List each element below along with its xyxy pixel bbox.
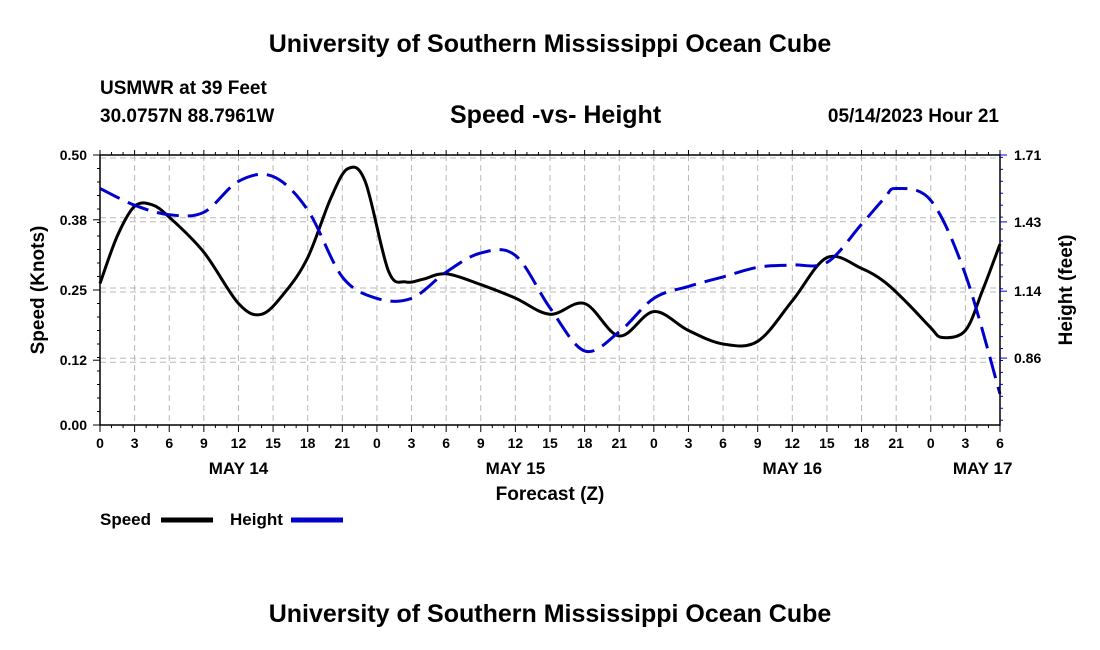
axes: 0 3 6 9 12 15 18 21 0 3 6 9 12 15 18 21 0 3 6 9 12 15 18 21 0 3 6 M… — [60, 147, 1042, 478]
x-tick-label: 9 — [200, 435, 208, 451]
y2-tick-label: 1.43 — [1014, 214, 1041, 230]
day-label: MAY 16 — [763, 459, 823, 478]
x-tick-label: 18 — [300, 435, 316, 451]
y-tick-label: 0.00 — [60, 417, 87, 433]
x-tick-label: 15 — [265, 435, 281, 451]
x-tick-label: 6 — [442, 435, 450, 451]
grid — [100, 155, 1000, 425]
x-tick-label: 15 — [542, 435, 558, 451]
main-title: University of Southern Mississippi Ocean… — [268, 30, 832, 58]
x-tick-label: 6 — [719, 435, 727, 451]
y2-tick-label: 1.14 — [1014, 283, 1041, 299]
footer-title: University of Southern Mississippi Ocean… — [268, 600, 832, 628]
x-tick-label: 0 — [927, 435, 935, 451]
x-tick-label: 0 — [650, 435, 658, 451]
x-tick-label: 0 — [373, 435, 381, 451]
x-tick-label: 21 — [611, 435, 627, 451]
x-tick-label: 6 — [996, 435, 1004, 451]
series-line-speed — [98, 165, 1002, 348]
y-tick-label: 0.12 — [60, 352, 87, 368]
chart-subtitle: Speed -vs- Height — [450, 101, 662, 129]
x-tick-label: 21 — [335, 435, 351, 451]
x-axis-title: Forecast (Z) — [496, 484, 605, 505]
x-tick-label: 12 — [508, 435, 524, 451]
station-name: USMWR at 39 Feet — [100, 78, 267, 99]
y2-tick-label: 1.71 — [1014, 147, 1041, 163]
y2-tick-label: 0.86 — [1014, 350, 1041, 366]
x-tick-label: 18 — [854, 435, 870, 451]
x-tick-label: 3 — [408, 435, 416, 451]
y-axis-title: Speed (Knots) — [28, 226, 49, 355]
series-line-height — [99, 172, 1002, 395]
x-tick-label: 12 — [231, 435, 247, 451]
x-tick-label: 15 — [819, 435, 835, 451]
x-tick-label: 3 — [131, 435, 139, 451]
forecast-datetime: 05/14/2023 Hour 21 — [827, 106, 999, 127]
x-tick-label: 0 — [96, 435, 104, 451]
y2-axis-title: Height (feet) — [1056, 235, 1077, 346]
y-tick-label: 0.50 — [60, 147, 87, 163]
x-tick-label: 21 — [888, 435, 904, 451]
x-tick-label: 9 — [754, 435, 762, 451]
y-tick-label: 0.25 — [60, 282, 87, 298]
x-tick-label: 12 — [785, 435, 801, 451]
station-coordinates: 30.0757N 88.7961W — [100, 106, 275, 127]
y-tick-label: 0.38 — [60, 212, 87, 228]
day-label: MAY 14 — [209, 459, 269, 478]
x-tick-label: 3 — [685, 435, 693, 451]
series — [98, 165, 1002, 395]
legend-speed-label: Speed — [100, 510, 152, 529]
x-tick-label: 9 — [477, 435, 485, 451]
legend-height-label: Height — [230, 510, 283, 529]
day-label: MAY 17 — [953, 459, 1013, 478]
x-tick-label: 6 — [165, 435, 173, 451]
x-tick-label: 3 — [961, 435, 969, 451]
x-tick-label: 18 — [577, 435, 593, 451]
day-label: MAY 15 — [486, 459, 546, 478]
